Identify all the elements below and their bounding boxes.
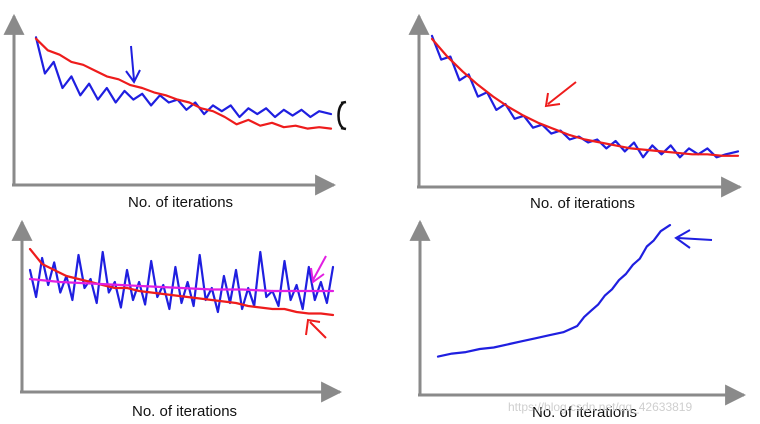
panel-3: No. of iterations	[11, 219, 343, 420]
panel-2-red-line	[430, 37, 740, 157]
panel-4-blue-line	[436, 224, 672, 358]
panel-1-blue-arrow	[125, 45, 141, 84]
panel-1-series	[34, 36, 333, 130]
panel-3-magenta-arrow	[310, 255, 327, 284]
panel-3-x-label: No. of iterations	[132, 403, 237, 420]
panel-2: No. of iterations	[408, 13, 743, 212]
panel-1-x-label: No. of iterations	[128, 194, 233, 211]
panel-3-series	[28, 247, 335, 317]
panel-4-series	[436, 224, 672, 358]
panel-1-blue-line	[34, 36, 333, 119]
panel-4-x-label: No. of iterations	[532, 404, 637, 421]
panel-3-red-arrow	[305, 318, 327, 339]
panel-3-blue-line	[28, 250, 335, 314]
panel-2-red-arrow	[544, 81, 577, 108]
panel-1: No. of iterations	[3, 13, 347, 211]
panel-2-x-label: No. of iterations	[530, 195, 635, 212]
watermark: https://blog.csdn.net/qq_42633819	[508, 400, 692, 414]
panel-1-bracket-mark	[337, 100, 347, 131]
panel-2-series	[430, 34, 740, 159]
panel-4: No. of iterations	[409, 219, 747, 421]
panel-3-red-line	[28, 247, 335, 317]
panel-3-magenta-line	[28, 277, 335, 293]
panel-4-blue-arrow	[674, 229, 713, 249]
panel-1-red-line	[34, 37, 333, 130]
